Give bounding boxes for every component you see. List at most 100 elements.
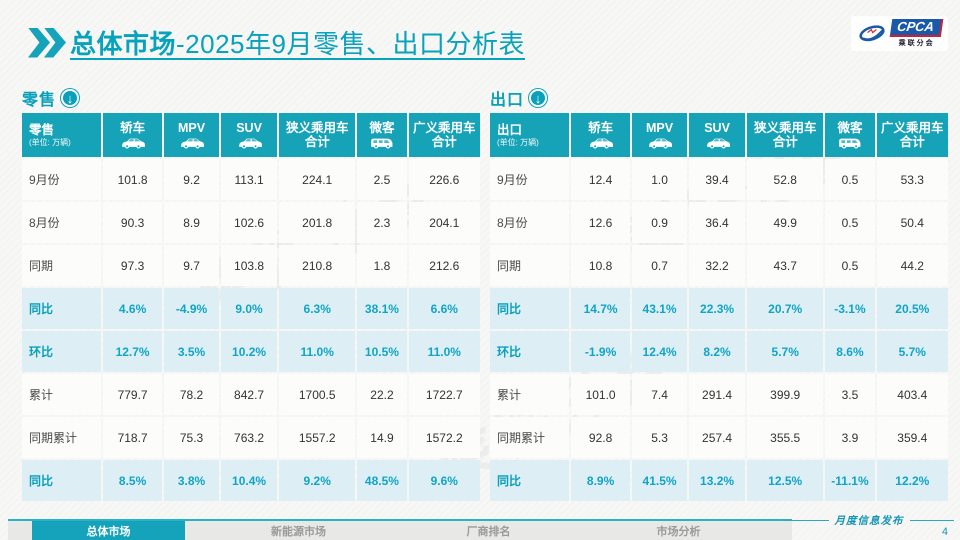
row-label: 累计 [22,374,102,415]
table-cell: 12.4 [571,159,631,200]
table-cell: 2.3 [357,202,407,243]
table-cell: 14.9 [357,417,407,458]
column-header: 狭义乘用车 合计 [279,113,356,157]
table-cell: 32.2 [689,245,746,286]
table-cell: 9.6% [408,460,480,501]
footer-tab-3[interactable]: 市场分析 [656,525,701,538]
slide-header: 总体市场-2025年9月零售、出口分析表 [28,24,525,61]
table-cell: 9.0% [221,288,278,329]
page-title: 总体市场-2025年9月零售、出口分析表 [70,24,525,61]
table-cell: 842.7 [221,374,278,415]
column-header: 广义乘用车 合计 [876,113,948,157]
table-cell: 103.8 [221,245,278,286]
column-header-label: 狭义乘用车 合计 [285,120,349,149]
cpca-logo: CPCA 乘联分会 [851,16,948,51]
row-label: 同比 [490,288,570,329]
table-cell: 3.5% [164,331,220,372]
table-unit-label: (单位: 万辆) [29,138,71,148]
table-cell: 359.4 [876,417,948,458]
table-cell: 22.2 [357,374,407,415]
table-cell: 8.5% [103,460,163,501]
column-header: 狭义乘用车 合计 [747,113,824,157]
table-cell: 20.7% [747,288,824,329]
car-icon [706,138,730,149]
table-cell: 8.6% [825,331,875,372]
column-header: 微客 [357,113,407,157]
table-cell: 201.8 [279,202,356,243]
column-header: 广义乘用车 合计 [408,113,480,157]
table-cell: 92.8 [571,417,631,458]
table-cell: 44.2 [876,245,948,286]
table-cell: -1.9% [571,331,631,372]
column-header: SUV [689,113,746,157]
table-cell: 1722.7 [408,374,480,415]
table-cell: 5.3 [632,417,688,458]
footer-tab-0[interactable]: 总体市场 [32,521,185,540]
row-label: 同期累计 [22,417,102,458]
table-cell: 403.4 [876,374,948,415]
double-chevron-icon [28,27,66,58]
table-cell: 1557.2 [279,417,356,458]
table-cell: 355.5 [747,417,824,458]
table-cell: 11.0% [279,331,356,372]
footer-tab-2[interactable]: 厂商排名 [466,525,511,538]
table-cell: 5.7% [747,331,824,372]
page-title-section: 总体市场 [70,29,177,59]
table-cell: -11.1% [825,460,875,501]
retail-section: 零售 ↓ 零售 (单位: 万辆) 轿车 MPV SUV 狭义乘用车 合计 微客 广义乘用车 合… [22,86,480,501]
table-cell: 9.7 [164,245,220,286]
table-corner-label: 出口 [497,122,523,137]
table-cell: 43.7 [747,245,824,286]
table-cell: 3.8% [164,460,220,501]
row-label: 同比 [490,460,570,501]
table-cell: 0.7 [632,245,688,286]
retail-table: 零售 (单位: 万辆) 轿车 MPV SUV 狭义乘用车 合计 微客 广义乘用车 合计 9月份 1… [22,113,480,501]
row-label: 8月份 [22,202,102,243]
column-header-label: MPV [178,120,206,135]
table-cell: 75.3 [164,417,220,458]
footer-tab-1[interactable]: 新能源市场 [271,525,326,538]
column-header-label: 广义乘用车 合计 [881,120,944,149]
table-cell: 7.4 [632,374,688,415]
column-header: SUV [221,113,278,157]
van-icon [839,138,861,149]
table-cell: 1.0 [632,159,688,200]
row-label: 同期 [22,245,102,286]
chevron-right-icon [28,27,50,58]
table-cell: 43.1% [632,288,688,329]
table-cell: 257.4 [689,417,746,458]
table-cell: 41.5% [632,460,688,501]
row-label: 9月份 [490,159,570,200]
table-cell: 5.7% [876,331,948,372]
table-cell: 779.7 [103,374,163,415]
table-cell: 10.5% [357,331,407,372]
table-cell: 291.4 [689,374,746,415]
table-cell: 8.9% [571,460,631,501]
footer-tab-bar: 总体市场 新能源市场 厂商排名 市场分析 [8,519,792,540]
table-cell: 6.3% [279,288,356,329]
car-icon [181,138,205,149]
publication-label: 月度信息发布 [834,515,904,527]
car-icon [238,138,262,149]
row-label: 8月份 [490,202,570,243]
row-label: 累计 [490,374,570,415]
table-cell: 1572.2 [408,417,480,458]
divider-line [784,520,829,521]
column-header: 微客 [825,113,875,157]
tables-area: 零售 ↓ 零售 (单位: 万辆) 轿车 MPV SUV 狭义乘用车 合计 微客 广义乘用车 合… [22,86,948,501]
table-cell: 50.4 [876,202,948,243]
column-header-label: 微客 [837,120,863,135]
table-cell: 0.9 [632,202,688,243]
table-cell: 224.1 [279,159,356,200]
column-header-label: 轿车 [120,120,146,135]
row-label: 同比 [22,288,102,329]
table-cell: 0.5 [825,202,875,243]
export-table: 出口 (单位: 万辆) 轿车 MPV SUV 狭义乘用车 合计 微客 广义乘用车 合计 9月份 1… [490,113,948,501]
export-section: 出口 ↓ 出口 (单位: 万辆) 轿车 MPV SUV 狭义乘用车 合计 微客 广义乘用车 合… [490,86,948,501]
table-cell: 8.2% [689,331,746,372]
table-cell: 10.2% [221,331,278,372]
table-cell: 3.9 [825,417,875,458]
table-cell: 10.8 [571,245,631,286]
table-cell: 53.3 [876,159,948,200]
